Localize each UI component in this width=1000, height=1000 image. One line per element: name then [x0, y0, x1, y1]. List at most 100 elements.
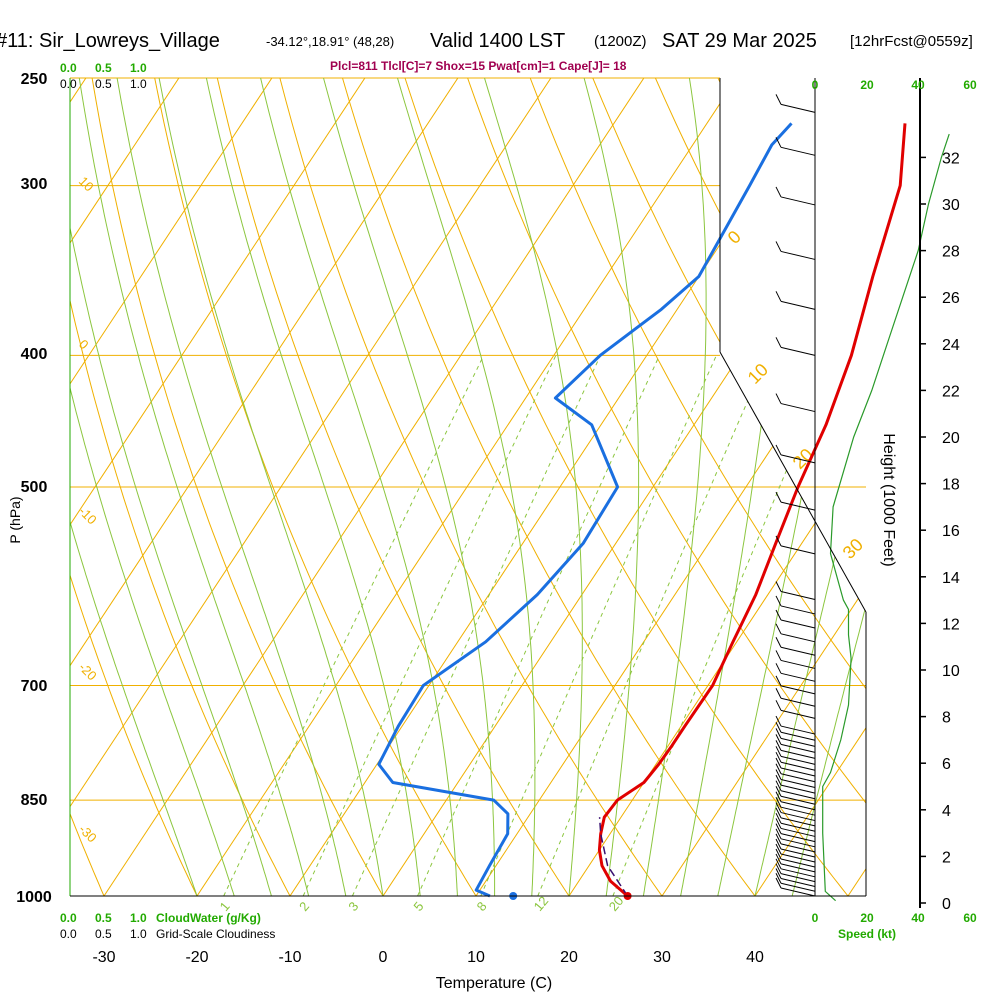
wind-barb-feather — [775, 769, 782, 780]
wind-barb-feather — [775, 858, 782, 870]
wind-barb-shaft — [780, 887, 816, 897]
wind-barb-feather — [775, 843, 782, 855]
speed-tick-bottom-20: 20 — [860, 911, 874, 925]
dry-adiabat-line — [131, 78, 495, 896]
station-coords: -34.12°,18.91° (48,28) — [266, 34, 395, 49]
wind-barb-feather — [775, 637, 782, 648]
pressure-label-1000: 1000 — [16, 889, 52, 906]
height-tick-label: 6 — [942, 756, 951, 773]
wind-barb-shaft — [780, 731, 816, 741]
dry-adiabat-line — [542, 78, 866, 896]
wind-barb-shaft — [780, 784, 816, 794]
axes: 250 300 400 500 700 850 1000 P (hPa) -30… — [7, 59, 977, 992]
mixing-ratio-line — [302, 355, 557, 896]
y-axis-title: P (hPa) — [7, 496, 23, 543]
wind-barb-feather — [775, 291, 782, 302]
wind-barb-shaft — [780, 767, 816, 777]
sounding-indices: Plcl=811 Tlcl[C]=7 Shox=15 Pwat[cm]=1 Ca… — [330, 59, 627, 73]
height-tick-label: 8 — [942, 710, 951, 727]
wind-barb-shaft — [780, 501, 816, 511]
wind-barb-shaft — [780, 646, 816, 656]
wind-barb-shaft — [780, 773, 816, 783]
moist-adiabat-label: 0 — [724, 227, 745, 248]
moist-adiabat-line — [104, 78, 347, 896]
wind-barb-shaft — [780, 812, 816, 822]
wind-barb-shaft — [780, 743, 816, 753]
wind-barb-shaft — [780, 873, 816, 883]
height-tick-label: 10 — [942, 663, 960, 680]
dry-adiabat-label: 10 — [76, 174, 97, 195]
mixing-ratio-line — [223, 355, 485, 896]
dry-adiabat-line — [660, 78, 866, 896]
mixing-ratio-line — [351, 355, 602, 896]
wind-barb-feather — [775, 444, 782, 456]
height-tick-label: 16 — [942, 523, 960, 540]
dewpoint-trace — [377, 122, 793, 898]
moist-adiabat-line — [70, 78, 235, 896]
wind-barb-feather — [775, 807, 782, 819]
wind-barbs — [775, 94, 816, 897]
wind-barb-feather — [775, 595, 782, 607]
isotherm-line — [382, 78, 866, 896]
parcel-path — [598, 817, 629, 897]
isotherm-line — [70, 78, 193, 896]
pressure-label-300: 300 — [21, 176, 48, 193]
moist-adiabat-line — [70, 78, 272, 896]
cloud-scale-top-1: 0.5 — [95, 61, 112, 75]
wind-barb-shaft — [780, 196, 816, 206]
moist-adiabat-line — [461, 78, 583, 896]
wind-barb-shaft — [780, 853, 816, 863]
wind-barb-feather — [775, 780, 782, 791]
dry-adiabat-line — [70, 78, 212, 896]
cloud-scale-top2-0: 0.0 — [60, 77, 77, 91]
wind-barb-shaft — [780, 605, 816, 615]
mixing-ratio-line — [417, 355, 660, 896]
forecast-run: [12hrFcst@0559z] — [850, 33, 973, 50]
wind-barb-feather — [775, 393, 782, 404]
x-axis-title: Temperature (C) — [436, 975, 552, 992]
dry-adiabat-line — [70, 78, 118, 896]
moist-adiabat-line — [642, 78, 707, 896]
isotherm-line — [568, 78, 866, 896]
isotherm-line — [70, 78, 565, 896]
mixing-ratio-line — [480, 355, 717, 896]
speed-tick-top-60: 60 — [963, 78, 977, 92]
wind-barb-shaft — [780, 103, 816, 113]
wind-barb-shaft — [780, 790, 816, 800]
wind-barb-feather — [775, 650, 782, 661]
isotherm-line — [70, 78, 472, 896]
wind-barb-shaft — [780, 801, 816, 811]
wind-barb-feather — [775, 751, 782, 763]
speed-tick-top-0: 0 — [812, 78, 819, 92]
mixing-ratio-line — [537, 355, 769, 896]
pressure-label-500: 500 — [21, 479, 48, 496]
cloud-scale-bottom-1: 0.5 — [95, 911, 112, 925]
moist-adiabat-line — [190, 78, 421, 896]
cloud-scale-bottom2-2: 1.0 — [130, 927, 147, 941]
wind-barb-shaft — [780, 795, 816, 805]
dry-adiabat-label: -20 — [76, 660, 100, 684]
cloud-scale-top2-2: 1.0 — [130, 77, 147, 91]
wind-barb-feather — [775, 746, 782, 757]
wind-barb-shaft — [780, 737, 816, 747]
wind-barb-feather — [775, 728, 782, 739]
isotherm-line — [103, 78, 844, 896]
moist-adiabat-line — [680, 78, 789, 896]
cloud-water-label: CloudWater (g/Kg) — [156, 911, 261, 925]
height-tick-label: 26 — [942, 290, 960, 307]
wind-barb-feather — [775, 863, 782, 874]
wind-barb-feather — [775, 823, 782, 834]
dry-adiabat-label: -10 — [76, 504, 100, 528]
dry-adiabat-line — [307, 78, 778, 896]
moist-adiabat-line — [70, 78, 198, 896]
isotherm-line — [196, 78, 866, 896]
wind-barb-feather — [775, 688, 782, 699]
wind-barb-shaft — [780, 672, 816, 682]
wind-barb-feather — [775, 491, 782, 503]
wind-barb-shaft — [780, 838, 816, 848]
dry-adiabat-line — [484, 78, 866, 896]
wind-barb-shaft — [780, 827, 816, 837]
wind-barb-feather — [775, 853, 782, 865]
forecast-date: SAT 29 Mar 2025 — [662, 30, 817, 52]
